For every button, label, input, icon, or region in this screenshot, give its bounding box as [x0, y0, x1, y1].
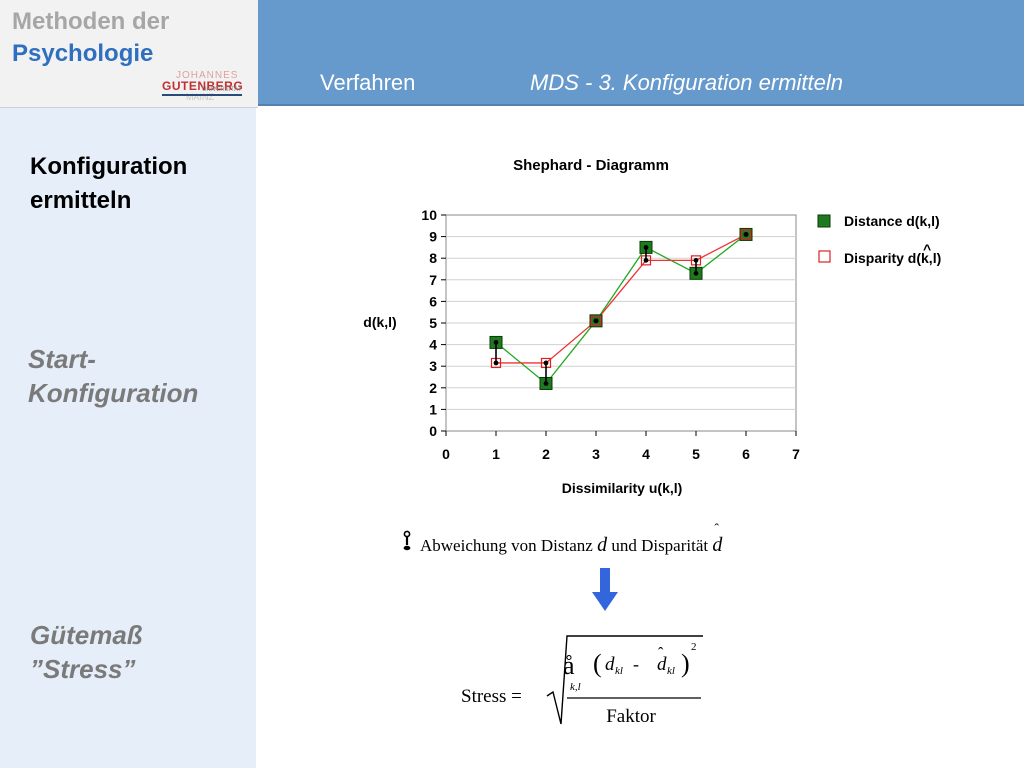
bullet-var-d: d: [597, 534, 608, 556]
sidebar-start-configuration: Start- Konfiguration: [28, 342, 248, 410]
bullet-text-before: Abweichung von Distanz: [420, 536, 598, 555]
formula-lhs: Stress =: [461, 686, 522, 707]
chart-residual-dot: [593, 318, 599, 324]
formula-d2: d: [657, 654, 667, 675]
legend-marker-distance: [817, 214, 831, 228]
chart-x-tick-label: 3: [592, 446, 600, 462]
chart-y-tick-label: 0: [429, 423, 437, 439]
legend-hat-mark: ^: [923, 241, 931, 257]
chart-residual-dot: [643, 257, 649, 263]
chart-x-tick-label: 4: [642, 446, 650, 462]
sidebar-guete-line1: Gütemaß: [30, 620, 143, 650]
sidebar-guete-line2: ”Stress”: [30, 654, 136, 684]
chart-y-tick-label: 4: [429, 337, 437, 353]
sidebar-heading-line2: ermitteln: [30, 187, 132, 214]
chart-residual-dot: [543, 360, 549, 366]
chart-residual-dot: [543, 381, 549, 386]
formula-rparen: ): [681, 649, 690, 678]
sidebar-heading-line1: Konfiguration: [30, 153, 188, 180]
formula-kl2: kl: [667, 665, 675, 677]
shephard-chart: Shephard - Diagramm d(k,l) Dissimilarity…: [363, 157, 941, 496]
chart-residual-dot: [743, 232, 749, 237]
chart-x-axis-label: Dissimilarity u(k,l): [562, 480, 683, 496]
university-logo-sub: UNIVERSITÄT: [202, 87, 242, 93]
sidebar-goodness-measure: Gütemaß ”Stress”: [30, 618, 250, 686]
chart-series-line-disparity: [496, 233, 747, 364]
chart-x-tick-label: 2: [542, 446, 550, 462]
chart-x-tick-label: 1: [492, 446, 500, 462]
legend-label-distance: Distance d(k,l): [844, 213, 940, 229]
university-logo: JOHANNES GUTENBERG UNIVERSITÄT MAINZ: [158, 70, 252, 104]
chart-y-tick-label: 7: [429, 272, 437, 288]
bullet-text-middle: und Disparität: [607, 536, 713, 555]
formula-lparen: (: [593, 649, 602, 678]
sidebar-heading: Konfiguration ermitteln: [30, 150, 250, 218]
chart-residual-dot: [493, 340, 499, 345]
header-section: Verfahren: [320, 70, 416, 95]
chart-point-disparity: [740, 229, 752, 240]
chart-legend: Distance d(k,l) Disparity d(k,l)^: [817, 213, 941, 266]
university-logo-top: JOHANNES: [176, 70, 239, 81]
sidebar-start-line1: Start-: [28, 344, 96, 374]
formula-sum-index: k,l: [570, 681, 581, 693]
chart-y-tick-label: 5: [429, 315, 437, 331]
chart-y-tick-label: 6: [429, 293, 437, 309]
chart-y-tick-label: 3: [429, 358, 437, 374]
header-bar: Verfahren MDS - 3. Konfiguration ermitte…: [258, 0, 1024, 106]
bullet-text: Abweichung von Distanz d und Disparität …: [420, 522, 723, 557]
chart-x-tick-label: 7: [792, 446, 800, 462]
formula-minus: -: [633, 654, 639, 674]
bullet-dhat-letter: d: [712, 534, 723, 556]
chart-point-disparity: [590, 315, 602, 326]
legend-marker-disparity: [818, 250, 831, 263]
chart-title: Shephard - Diagramm: [513, 157, 669, 174]
legend-label-disparity: Disparity d(k,l): [844, 250, 941, 266]
formula-exponent: 2: [691, 641, 697, 653]
sidebar-start-line2: Konfiguration: [28, 378, 199, 408]
bullet-hat: ˆ: [714, 522, 720, 537]
chart-y-tick-label: 10: [421, 207, 437, 223]
chart-y-tick-label: 1: [429, 401, 437, 417]
chart-residual-dot: [693, 257, 699, 263]
chart-y-tick-label: 8: [429, 250, 437, 266]
chart-plot-area: 0 1 2 3 4 5 6 7 8 9 10 0 1 2 3 4 5 6 7: [421, 207, 800, 462]
chart-y-tick-label: 9: [429, 229, 437, 245]
university-logo-city: MAINZ: [186, 92, 214, 102]
chart-series-line-distance: [495, 233, 747, 385]
chart-residual-dot: [493, 360, 499, 366]
formula-d1: d: [605, 654, 615, 675]
chart-x-tick-label: 0: [442, 446, 450, 462]
chart-x-tick-label: 6: [742, 446, 750, 462]
stress-formula: Stress = å k,l ( d kl - ˆ d kl ) 2 Fakto…: [461, 635, 703, 727]
header-topic: MDS - 3. Konfiguration ermitteln: [530, 70, 844, 95]
sidebar: [0, 108, 256, 768]
formula-kl1: kl: [615, 665, 623, 677]
chart-residual-dot: [643, 245, 649, 250]
chart-y-tick-label: 2: [429, 380, 437, 396]
formula-radical: [546, 635, 703, 725]
university-logo-main: GUTENBERG: [162, 79, 244, 93]
formula-sum-symbol: å: [563, 651, 575, 680]
chart-x-tick-label: 5: [692, 446, 700, 462]
formula-denominator: Faktor: [606, 706, 656, 727]
chart-y-axis-label: d(k,l): [363, 314, 396, 330]
logo-title-line2: Psychologie: [12, 40, 154, 67]
bullet-icon: [403, 530, 411, 551]
logo-title-line1: Methoden der: [12, 8, 170, 35]
formula-hat: ˆ: [658, 645, 664, 662]
logo-box: Methoden der Psychologie JOHANNES GUTENB…: [0, 0, 258, 108]
down-arrow-icon: [592, 568, 618, 611]
university-logo-underline: [162, 94, 242, 96]
chart-residual-dot: [693, 270, 699, 276]
